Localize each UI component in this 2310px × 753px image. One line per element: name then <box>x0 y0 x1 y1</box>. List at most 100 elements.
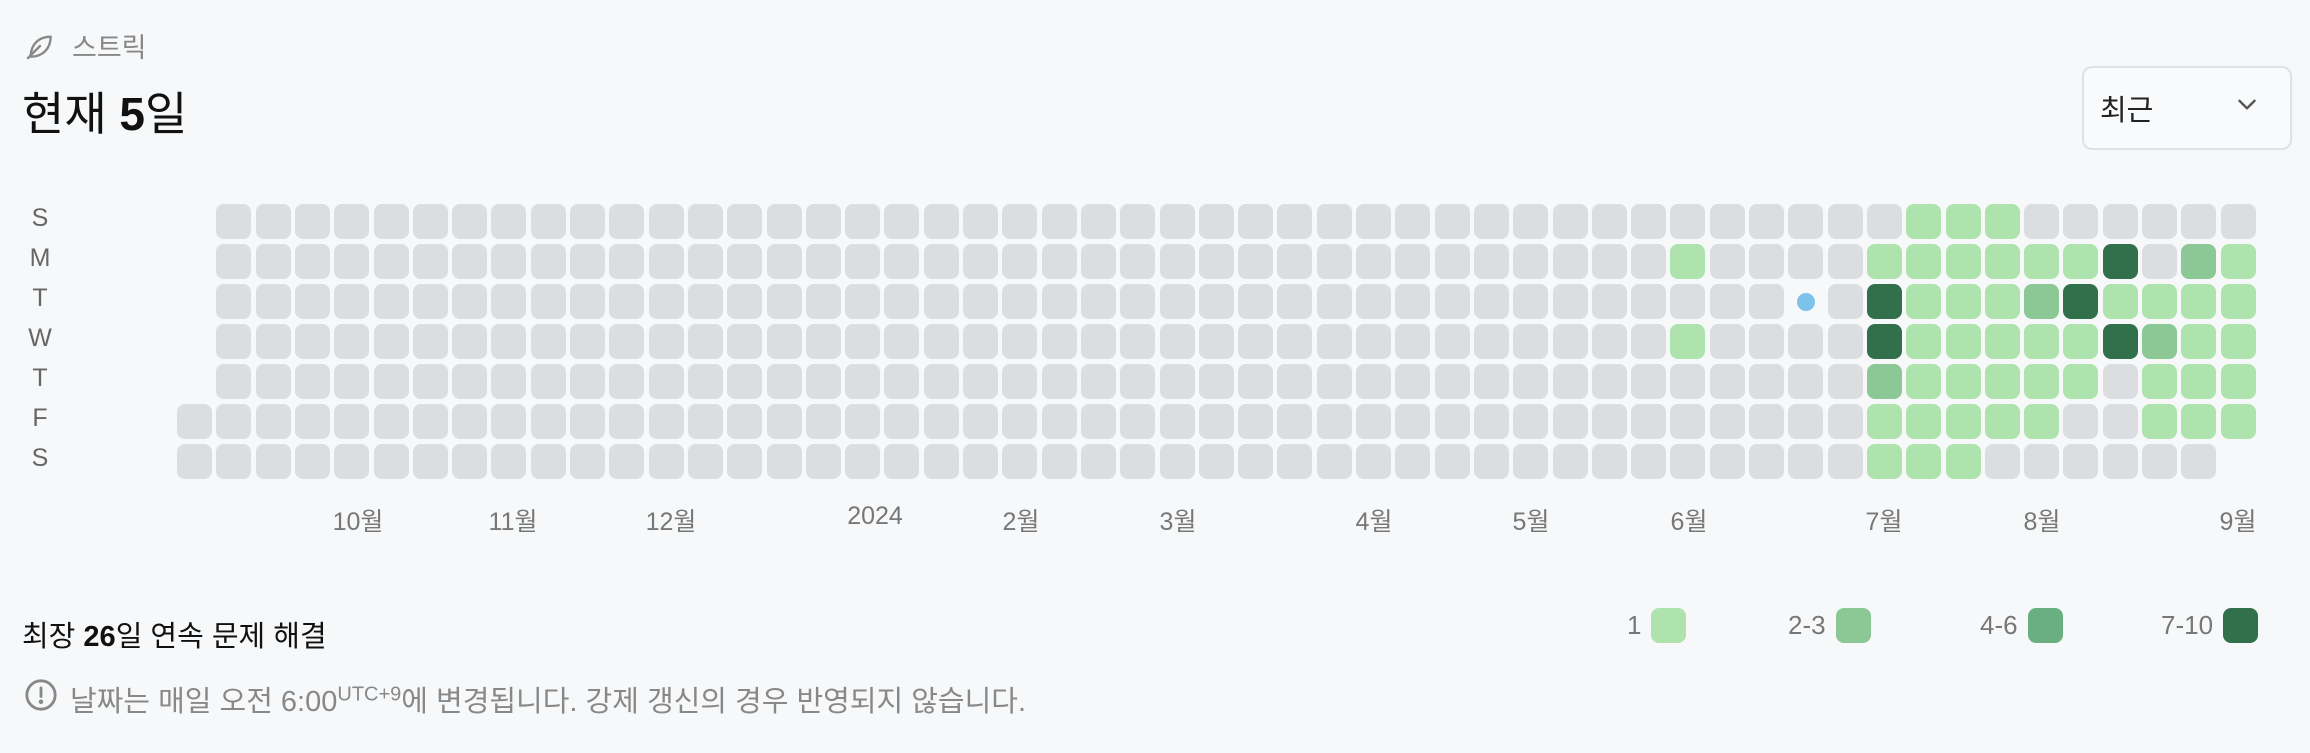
heatmap-cell[interactable] <box>923 244 959 279</box>
heatmap-cell[interactable] <box>491 204 527 239</box>
heatmap-cell[interactable] <box>373 284 409 319</box>
heatmap-cell[interactable] <box>805 404 841 439</box>
heatmap-cell[interactable] <box>687 204 723 239</box>
heatmap-cell[interactable] <box>727 404 763 439</box>
heatmap-cell[interactable] <box>648 284 684 319</box>
heatmap-cell[interactable] <box>1984 404 2020 439</box>
heatmap-cell[interactable] <box>1709 404 1745 439</box>
heatmap-cell[interactable] <box>1198 204 1234 239</box>
heatmap-cell[interactable] <box>294 324 330 359</box>
heatmap-cell[interactable] <box>1827 284 1863 319</box>
heatmap-cell[interactable] <box>1473 284 1509 319</box>
heatmap-cell[interactable] <box>412 364 448 399</box>
heatmap-cell[interactable] <box>1434 404 1470 439</box>
heatmap-cell[interactable] <box>609 364 645 399</box>
heatmap-cell[interactable] <box>805 204 841 239</box>
heatmap-cell[interactable] <box>1434 324 1470 359</box>
heatmap-cell[interactable] <box>1513 244 1549 279</box>
heatmap-cell[interactable] <box>1434 444 1470 479</box>
heatmap-cell[interactable] <box>1513 204 1549 239</box>
heatmap-cell[interactable] <box>373 444 409 479</box>
heatmap-cell[interactable] <box>1906 284 1942 319</box>
heatmap-cell[interactable] <box>648 364 684 399</box>
heatmap-cell[interactable] <box>1827 324 1863 359</box>
heatmap-cell[interactable] <box>1080 404 1116 439</box>
heatmap-cell[interactable] <box>923 284 959 319</box>
heatmap-cell[interactable] <box>1356 364 1391 399</box>
heatmap-cell[interactable] <box>1552 404 1588 439</box>
heatmap-cell[interactable] <box>1238 244 1274 279</box>
heatmap-cell[interactable] <box>963 364 998 399</box>
heatmap-cell[interactable] <box>1395 404 1431 439</box>
heatmap-cell[interactable] <box>1316 444 1352 479</box>
heatmap-cell[interactable] <box>766 324 802 359</box>
heatmap-cell[interactable] <box>766 204 802 239</box>
heatmap-cell[interactable] <box>727 324 763 359</box>
heatmap-cell[interactable] <box>1277 324 1313 359</box>
heatmap-cell[interactable] <box>1316 204 1352 239</box>
heatmap-cell[interactable] <box>491 364 527 399</box>
heatmap-cell[interactable] <box>1709 364 1745 399</box>
heatmap-cell[interactable] <box>1866 284 1902 319</box>
heatmap-cell[interactable] <box>1159 444 1195 479</box>
heatmap-cell[interactable] <box>1513 444 1549 479</box>
heatmap-cell[interactable] <box>491 284 527 319</box>
heatmap-cell[interactable] <box>1827 404 1863 439</box>
heatmap-cell[interactable] <box>923 404 959 439</box>
heatmap-cell[interactable] <box>1906 204 1942 239</box>
heatmap-cell[interactable] <box>255 324 291 359</box>
heatmap-cell[interactable] <box>2024 244 2060 279</box>
heatmap-cell[interactable] <box>412 324 448 359</box>
heatmap-cell[interactable] <box>1984 244 2020 279</box>
heatmap-cell[interactable] <box>1473 204 1509 239</box>
heatmap-cell[interactable] <box>491 324 527 359</box>
heatmap-cell[interactable] <box>570 404 605 439</box>
heatmap-cell[interactable] <box>845 244 881 279</box>
heatmap-cell[interactable] <box>963 444 998 479</box>
heatmap-cell[interactable] <box>1984 204 2020 239</box>
heatmap-cell[interactable] <box>766 244 802 279</box>
heatmap-cell[interactable] <box>845 364 881 399</box>
heatmap-cell[interactable] <box>2024 404 2060 439</box>
heatmap-cell[interactable] <box>648 444 684 479</box>
heatmap-cell[interactable] <box>687 324 723 359</box>
heatmap-cell[interactable] <box>2063 444 2099 479</box>
heatmap-cell[interactable] <box>1670 244 1706 279</box>
heatmap-cell[interactable] <box>2102 284 2138 319</box>
heatmap-cell[interactable] <box>1277 284 1313 319</box>
heatmap-cell[interactable] <box>1434 284 1470 319</box>
heatmap-cell[interactable] <box>491 404 527 439</box>
heatmap-cell[interactable] <box>1827 244 1863 279</box>
heatmap-cell[interactable] <box>334 364 370 399</box>
heatmap-cell[interactable] <box>1277 444 1313 479</box>
heatmap-cell[interactable] <box>1945 244 1981 279</box>
heatmap-cell[interactable] <box>609 324 645 359</box>
heatmap-cell[interactable] <box>1002 284 1038 319</box>
heatmap-cell[interactable] <box>412 244 448 279</box>
heatmap-cell[interactable] <box>216 324 252 359</box>
heatmap-cell[interactable] <box>412 404 448 439</box>
heatmap-cell[interactable] <box>963 404 998 439</box>
heatmap-cell[interactable] <box>1473 404 1509 439</box>
heatmap-cell[interactable] <box>727 364 763 399</box>
heatmap-cell[interactable] <box>1866 404 1902 439</box>
heatmap-cell[interactable] <box>1198 444 1234 479</box>
heatmap-cell[interactable] <box>452 244 488 279</box>
heatmap-cell[interactable] <box>1552 444 1588 479</box>
heatmap-cell[interactable] <box>1591 204 1627 239</box>
heatmap-cell[interactable] <box>2024 204 2060 239</box>
heatmap-cell[interactable] <box>2220 284 2256 319</box>
heatmap-cell[interactable] <box>1198 244 1234 279</box>
heatmap-cell[interactable] <box>294 404 330 439</box>
heatmap-cell[interactable] <box>1591 404 1627 439</box>
heatmap-cell[interactable] <box>1080 204 1116 239</box>
heatmap-cell[interactable] <box>570 444 605 479</box>
heatmap-cell[interactable] <box>334 204 370 239</box>
heatmap-cell[interactable] <box>530 284 566 319</box>
heatmap-cell[interactable] <box>1827 444 1863 479</box>
heatmap-cell[interactable] <box>1709 244 1745 279</box>
heatmap-cell[interactable] <box>687 244 723 279</box>
heatmap-cell[interactable] <box>1120 284 1156 319</box>
heatmap-cell[interactable] <box>334 284 370 319</box>
heatmap-cell[interactable] <box>2220 364 2256 399</box>
